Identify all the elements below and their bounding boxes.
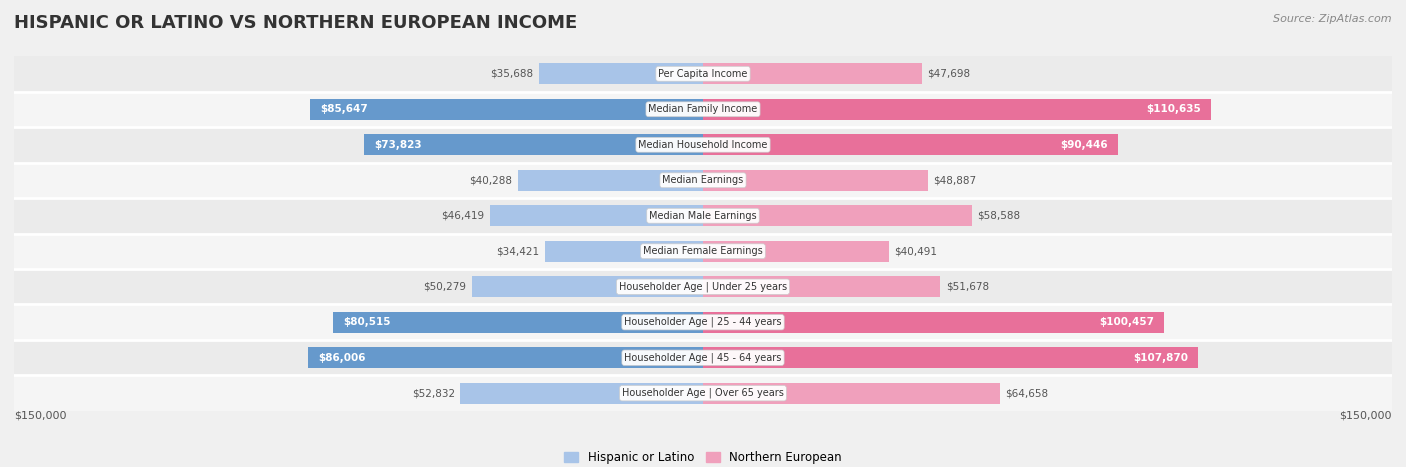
Bar	[703, 205, 972, 226]
Text: $58,588: $58,588	[977, 211, 1021, 221]
Bar	[333, 312, 703, 333]
Bar	[14, 269, 1392, 304]
Text: Householder Age | Over 65 years: Householder Age | Over 65 years	[621, 388, 785, 398]
Text: $110,635: $110,635	[1146, 104, 1201, 114]
Text: $52,832: $52,832	[412, 388, 454, 398]
Bar	[703, 241, 889, 262]
Text: $46,419: $46,419	[441, 211, 484, 221]
Text: $48,887: $48,887	[934, 175, 976, 185]
Text: Householder Age | Under 25 years: Householder Age | Under 25 years	[619, 282, 787, 292]
Text: $90,446: $90,446	[1060, 140, 1108, 150]
Bar	[14, 92, 1392, 127]
Text: $86,006: $86,006	[318, 353, 366, 363]
Bar	[538, 64, 703, 84]
Bar	[14, 304, 1392, 340]
Bar	[517, 170, 703, 191]
Text: $51,678: $51,678	[946, 282, 988, 292]
Text: $34,421: $34,421	[496, 246, 540, 256]
Text: $64,658: $64,658	[1005, 388, 1049, 398]
Bar	[703, 99, 1211, 120]
Text: $35,688: $35,688	[491, 69, 533, 79]
Bar	[14, 375, 1392, 411]
Text: Source: ZipAtlas.com: Source: ZipAtlas.com	[1274, 14, 1392, 24]
Text: HISPANIC OR LATINO VS NORTHERN EUROPEAN INCOME: HISPANIC OR LATINO VS NORTHERN EUROPEAN …	[14, 14, 578, 32]
Bar	[14, 163, 1392, 198]
Bar	[546, 241, 703, 262]
Text: $80,515: $80,515	[343, 317, 391, 327]
Bar	[14, 234, 1392, 269]
Bar	[703, 64, 922, 84]
Bar	[703, 170, 928, 191]
Bar	[308, 347, 703, 368]
Bar	[460, 383, 703, 403]
Bar	[472, 276, 703, 297]
Text: $47,698: $47,698	[928, 69, 970, 79]
Text: $50,279: $50,279	[423, 282, 467, 292]
Text: Per Capita Income: Per Capita Income	[658, 69, 748, 79]
Text: $107,870: $107,870	[1133, 353, 1188, 363]
Bar	[703, 312, 1164, 333]
Bar	[703, 276, 941, 297]
Text: $40,491: $40,491	[894, 246, 938, 256]
Text: Median Male Earnings: Median Male Earnings	[650, 211, 756, 221]
Bar	[703, 383, 1000, 403]
Text: Householder Age | 45 - 64 years: Householder Age | 45 - 64 years	[624, 353, 782, 363]
Text: Median Family Income: Median Family Income	[648, 104, 758, 114]
Bar	[489, 205, 703, 226]
Bar	[14, 56, 1392, 92]
Text: $150,000: $150,000	[14, 411, 66, 421]
Text: Median Household Income: Median Household Income	[638, 140, 768, 150]
Text: $73,823: $73,823	[374, 140, 422, 150]
Text: Householder Age | 25 - 44 years: Householder Age | 25 - 44 years	[624, 317, 782, 327]
Legend: Hispanic or Latino, Northern European: Hispanic or Latino, Northern European	[560, 446, 846, 467]
Bar	[14, 127, 1392, 163]
Bar	[309, 99, 703, 120]
Text: $40,288: $40,288	[470, 175, 512, 185]
Text: Median Female Earnings: Median Female Earnings	[643, 246, 763, 256]
Bar	[14, 340, 1392, 375]
Text: $85,647: $85,647	[321, 104, 368, 114]
Text: $150,000: $150,000	[1340, 411, 1392, 421]
Bar	[14, 198, 1392, 234]
Bar	[703, 134, 1118, 155]
Bar	[703, 347, 1198, 368]
Text: Median Earnings: Median Earnings	[662, 175, 744, 185]
Text: $100,457: $100,457	[1099, 317, 1154, 327]
Bar	[364, 134, 703, 155]
